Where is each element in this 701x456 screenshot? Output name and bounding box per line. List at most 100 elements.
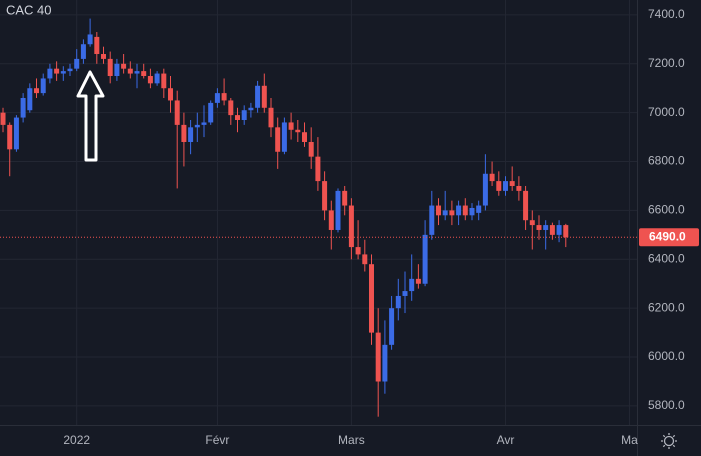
candle-body [402,291,408,296]
candle-body [496,181,502,191]
candle-body [54,68,60,74]
candle-body [13,117,19,150]
candles [0,18,637,417]
candle-body [60,71,66,74]
candle-body [536,225,542,230]
candle-body [315,156,321,182]
candle-body [509,181,515,186]
last-price-label: 6490.0 [649,229,686,243]
grid [0,0,637,425]
candle-body [208,102,214,123]
y-tick-label: 7000.0 [648,105,685,119]
x-tick-label: Avr [497,433,515,447]
candle-body [389,308,395,345]
candle-body [0,112,6,125]
candle-body [476,205,482,213]
y-tick-label: 6000.0 [648,349,685,363]
candle-body [543,225,549,230]
y-tick-label: 6400.0 [648,251,685,265]
candle-body [489,173,495,182]
candle-body [134,71,140,74]
candle-body [268,107,274,128]
candle-body [221,93,227,101]
candle-body [295,129,301,133]
candle-body [174,100,180,125]
candle-body [87,34,93,45]
candle-body [415,278,421,284]
candle-body [435,205,441,216]
candle-body [529,220,535,226]
candle-body [328,210,334,230]
candle-body [7,124,13,150]
candle-body [80,44,86,59]
candle-body [308,141,314,157]
candle-body [442,210,448,216]
candle-body [409,278,415,292]
candle-body [228,100,234,116]
candle-body [107,58,113,77]
candle-body [288,122,294,130]
candle-body [255,85,261,108]
candle-body [127,68,133,74]
candle-body [94,36,100,55]
candle-body [348,205,354,248]
y-tick-label: 5800.0 [648,398,685,412]
candle-body [422,234,428,284]
candle-body [342,190,348,206]
x-tick-label: Mars [338,433,365,447]
candle-body [101,54,107,59]
candle-body [141,71,147,77]
annotation-arrow [76,70,105,162]
candle-body [181,124,187,142]
candle-body [502,181,508,191]
candle-body [27,88,33,111]
candle-body [355,247,361,255]
x-tick-label: 2022 [63,433,90,447]
candle-body [368,264,374,333]
candle-body [241,110,247,120]
candle-body [375,332,381,382]
y-tick-label: 6600.0 [648,203,685,217]
candle-body [114,63,120,77]
axes: 5800.0 6000.0 6200.0 6400.0 6600.0 6800.0 7000… [63,7,699,447]
candle-body [74,58,80,69]
candle-body [429,205,435,235]
settings-icon[interactable] [661,433,677,449]
candle-body [214,93,220,103]
last-price-box [639,228,699,247]
candle-body [362,254,368,265]
candle-body [456,205,462,216]
candle-body [563,225,569,238]
candle-body [121,63,127,69]
candle-body [469,207,475,216]
candle-body [161,73,167,89]
candle-body [382,344,388,382]
candle-body [482,173,488,206]
candle-body [523,190,529,221]
x-tick-label: Févr [205,433,229,447]
candle-body [235,115,241,120]
candle-body [549,225,555,235]
candle-body [67,68,73,72]
candle-body [395,295,401,309]
candle-body [194,124,200,128]
candle-body [168,88,174,101]
candle-body [322,181,328,211]
candle-body [281,122,287,152]
candle-body [147,76,153,84]
y-tick-label: 7400.0 [648,7,685,21]
candle-body [154,73,160,84]
candle-body [34,88,40,94]
candle-body [188,127,194,142]
candle-body [556,225,562,235]
candle-body [449,210,455,216]
candle-body [261,85,267,108]
x-tick-label: Ma [621,433,638,447]
candle-body [275,127,281,152]
candle-body [40,78,46,94]
candle-body [20,98,26,118]
candle-body [516,185,522,191]
candle-body [47,68,53,79]
y-tick-label: 7200.0 [648,56,685,70]
